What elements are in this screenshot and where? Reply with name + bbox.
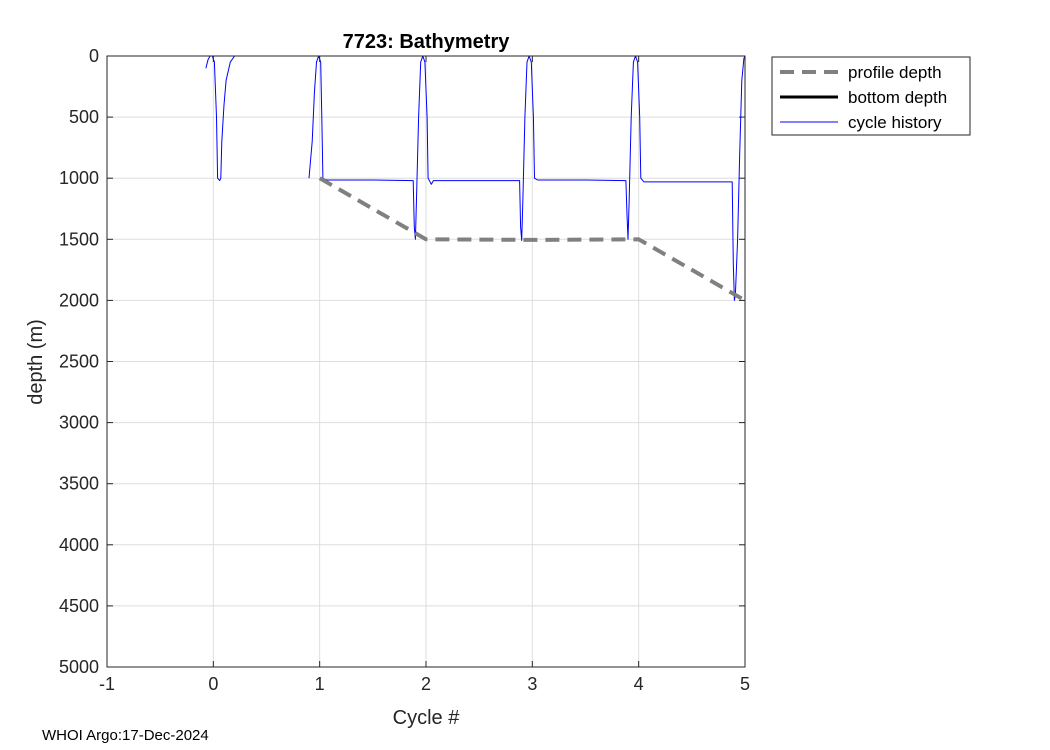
y-tick-label: 1000 xyxy=(59,168,99,188)
y-tick-label: 500 xyxy=(69,107,99,127)
x-tick-label: 5 xyxy=(740,674,750,694)
y-axis-label: depth (m) xyxy=(25,319,47,405)
series-line-profile-depth xyxy=(318,176,746,303)
y-tick-label: 0 xyxy=(89,46,99,66)
tick-layer: -1 0 1 2 3 4 5 0 500 1000 1500 2000 2500 3000 3500 4000… xyxy=(59,46,750,694)
legend-label: profile depth xyxy=(848,63,942,82)
x-tick-label: 1 xyxy=(315,674,325,694)
y-tick-label: 3500 xyxy=(59,474,99,494)
x-tick-label: 2 xyxy=(421,674,431,694)
y-tick-label: 4000 xyxy=(59,535,99,555)
x-tick-label: 0 xyxy=(208,674,218,694)
x-tick-label: -1 xyxy=(99,674,115,694)
chart-title: 7723: Bathymetry xyxy=(343,31,511,53)
legend-label: bottom depth xyxy=(848,88,947,107)
legend: profile depth bottom depth cycle history xyxy=(771,56,971,136)
y-tick-label: 4500 xyxy=(59,596,99,616)
y-tick-label: 2000 xyxy=(59,290,99,310)
x-tick-label: 4 xyxy=(634,674,644,694)
y-tick-label: 2500 xyxy=(59,352,99,372)
y-tick-label: 3000 xyxy=(59,413,99,433)
y-tick-label: 5000 xyxy=(59,657,99,677)
x-axis-label: Cycle # xyxy=(393,707,461,729)
grid-lines xyxy=(106,55,746,668)
x-tick-label: 3 xyxy=(527,674,537,694)
y-tick-label: 1500 xyxy=(59,229,99,249)
footer-credit: WHOI Argo:17-Dec-2024 xyxy=(42,727,209,744)
legend-label: cycle history xyxy=(848,113,942,132)
